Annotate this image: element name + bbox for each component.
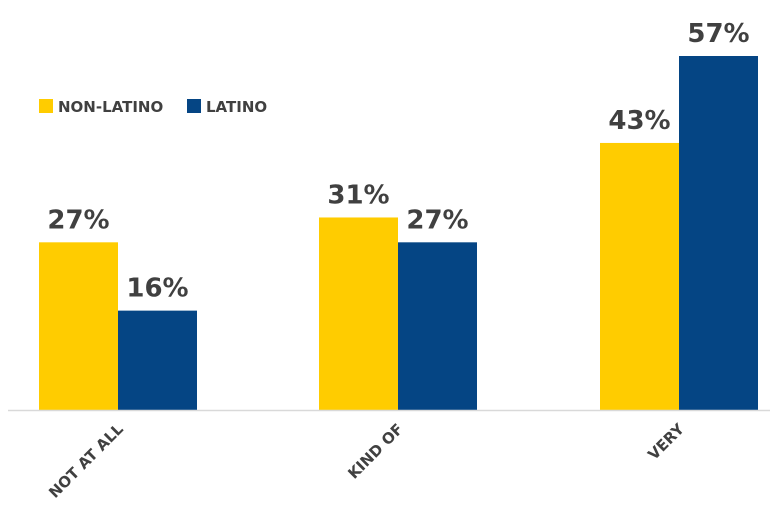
bar-non-latino-very [600, 142, 679, 410]
data-label: 31% [327, 180, 389, 210]
category-label: KIND OF [344, 420, 407, 483]
category-label: NOT AT ALL [45, 420, 127, 502]
legend-swatch [39, 99, 53, 113]
data-label: 43% [608, 106, 670, 136]
data-label: 16% [126, 274, 188, 304]
bar-latino-kind-of [398, 242, 477, 410]
data-labels: 27% 16% 31% 27% 43% 57% [47, 19, 749, 304]
category-label: VERY [644, 419, 688, 463]
bar-latino-very [679, 56, 758, 410]
bars [39, 56, 758, 410]
legend-swatch [187, 99, 201, 113]
legend-label: NON-LATINO [58, 98, 163, 116]
bar-non-latino-not-at-all [39, 242, 118, 410]
category-labels: NOT AT ALL KIND OF VERY [45, 419, 688, 501]
bar-latino-not-at-all [118, 310, 197, 410]
legend-label: LATINO [206, 98, 267, 116]
data-label: 27% [406, 205, 468, 235]
data-label: 27% [47, 205, 109, 235]
data-label: 57% [687, 19, 749, 49]
bar-non-latino-kind-of [319, 217, 398, 410]
legend: NON-LATINO LATINO [39, 98, 267, 116]
